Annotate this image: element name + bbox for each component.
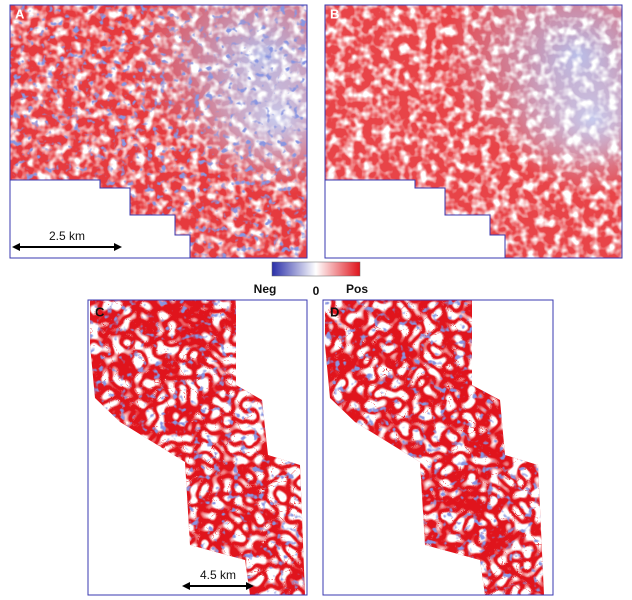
arrow-head (182, 582, 190, 590)
panel-a: A 2.5 km (9, 4, 308, 259)
panel-frame (87, 299, 308, 596)
colorbar-label: Neg (254, 282, 277, 296)
colorbar-ramp (271, 261, 361, 277)
scale-label: 2.5 km (49, 229, 85, 243)
panel-d: D (322, 299, 554, 596)
panel-label: A (15, 6, 25, 21)
panel-c: C 4.5 km (87, 299, 308, 596)
scale-label: 4.5 km (200, 568, 236, 582)
colorbar: Neg 0 Pos (254, 261, 368, 298)
panel-label: D (330, 304, 339, 319)
colorbar-label: 0 (313, 284, 320, 298)
panel-frame (324, 4, 623, 259)
arrow-head (12, 243, 20, 251)
panel-label: C (95, 304, 105, 319)
panel-frame (322, 299, 554, 596)
arrow-head (246, 582, 254, 590)
panel-frame (9, 4, 308, 259)
colorbar-label: Pos (346, 282, 368, 296)
panel-b: B (324, 4, 623, 259)
arrow-head (114, 243, 122, 251)
panel-label: B (330, 6, 339, 21)
